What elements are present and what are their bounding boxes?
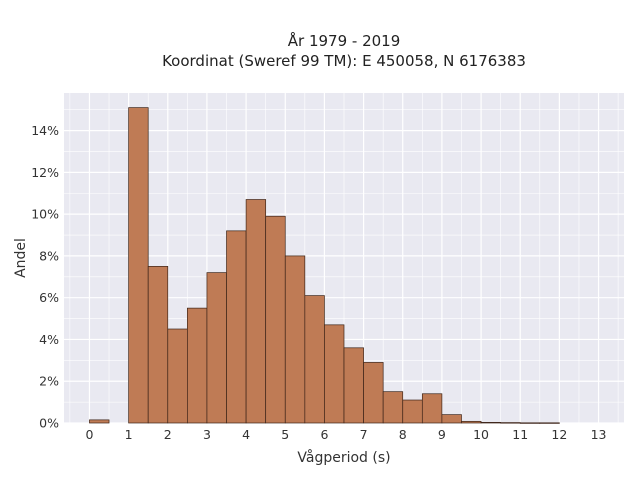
x-axis-ticks: 0 1 2 3 4 5 6 7 8 9 10 11 12 13 [85,427,606,442]
x-tick-label: 0 [85,427,93,442]
y-tick-label: 10% [31,207,59,222]
histogram-bar [343,347,364,424]
x-axis-label: Vågperiod (s) [297,449,390,466]
x-tick-label: 7 [360,427,368,442]
histogram-bar [500,422,521,424]
x-tick-label: 4 [242,427,250,442]
histogram-bar [147,266,169,424]
histogram-bar [539,422,560,424]
y-tick-label: 8% [39,248,59,263]
histogram-bar [89,419,110,424]
histogram-bar [441,414,462,424]
x-tick-label: 1 [125,427,133,442]
x-tick-label: 11 [512,427,528,442]
y-tick-label: 6% [39,290,59,305]
histogram-bar [382,391,404,424]
y-axis-label: Andel [13,238,29,278]
histogram-bar [167,328,188,424]
bars [89,107,560,424]
histogram-bar [284,255,306,424]
histogram-bar [421,393,443,424]
histogram-bar [265,215,286,424]
histogram-bar [226,230,247,424]
histogram-bar [245,199,267,424]
y-tick-label: 0% [39,416,59,431]
x-tick-label: 13 [591,427,607,442]
histogram-bar [187,307,208,424]
y-tick-label: 2% [39,374,59,389]
x-tick-label: 9 [438,427,446,442]
chart-subtitle: Koordinat (Sweref 99 TM): E 450058, N 61… [162,52,526,70]
histogram-bar [461,420,482,424]
histogram-bar [363,362,384,424]
chart-title: År 1979 - 2019 [288,31,401,50]
x-tick-label: 10 [473,427,489,442]
histogram-bar [128,107,149,424]
x-tick-label: 5 [281,427,289,442]
histogram-bar [206,272,227,424]
x-tick-label: 3 [203,427,211,442]
x-tick-label: 12 [551,427,567,442]
x-tick-label: 8 [399,427,407,442]
x-tick-label: 2 [164,427,172,442]
histogram-bar [519,422,541,424]
y-tick-label: 4% [39,332,59,347]
histogram-bar [480,422,501,424]
y-axis-ticks: 0% 2% 4% 6% 8% 10% 12% 14% [31,123,59,430]
x-tick-label: 6 [320,427,328,442]
histogram-bar [304,295,325,424]
histogram-bar [324,324,345,424]
y-tick-label: 14% [31,123,59,138]
histogram-bar [402,399,423,424]
y-tick-label: 12% [31,165,59,180]
